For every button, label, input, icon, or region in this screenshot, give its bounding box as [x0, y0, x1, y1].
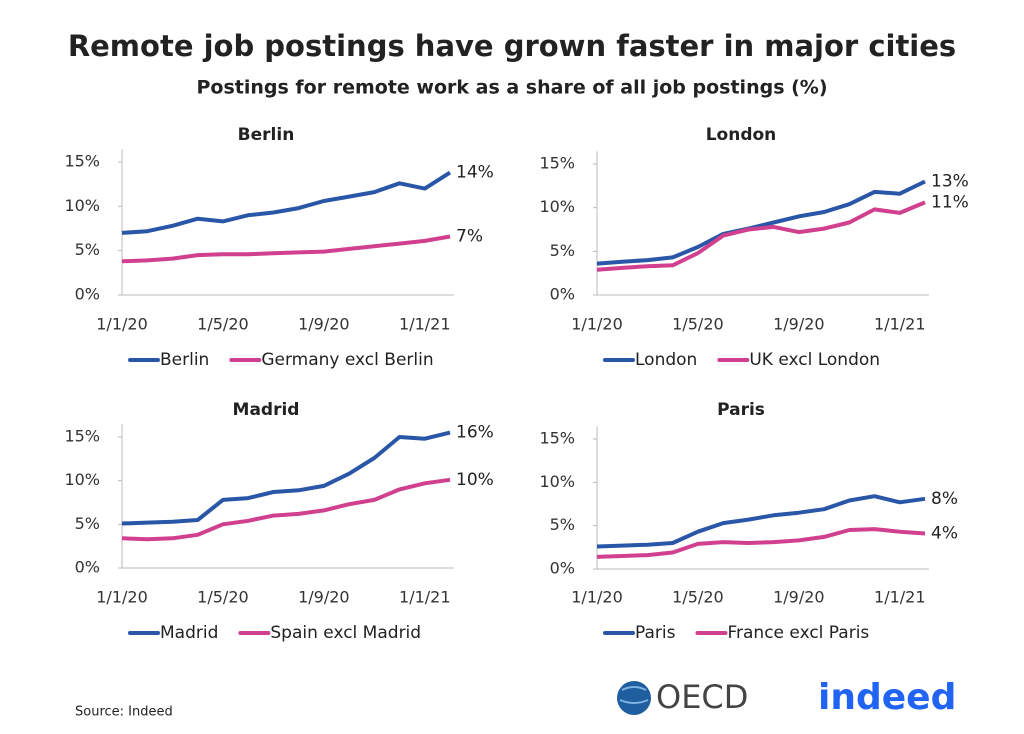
source-note: Source: Indeed [75, 705, 173, 720]
x-tick-label: 1/1/20 [571, 315, 623, 334]
panel-title: London [706, 125, 777, 145]
x-tick-label: 1/1/21 [874, 588, 926, 607]
page-subtitle: Postings for remote work as a share of a… [196, 77, 827, 99]
y-tick-label: 15% [539, 429, 575, 448]
x-tick-label: 1/5/20 [197, 315, 249, 334]
end-label: 14% [456, 163, 494, 183]
x-tick-label: 1/1/21 [874, 315, 926, 334]
x-tick-label: 1/1/21 [399, 588, 451, 607]
y-tick-label: 15% [539, 154, 575, 173]
legend-label: Paris [635, 623, 676, 643]
end-label: 16% [456, 423, 494, 443]
x-tick-label: 1/9/20 [298, 315, 350, 334]
series-line [121, 430, 451, 526]
x-tick-label: 1/5/20 [672, 588, 724, 607]
panel-title: Madrid [233, 400, 300, 420]
end-label: 13% [931, 171, 969, 191]
end-label: 10% [456, 470, 494, 490]
end-label: 7% [456, 226, 483, 246]
x-tick-label: 1/1/20 [96, 315, 148, 334]
y-tick-label: 5% [550, 515, 575, 534]
y-tick-label: 15% [64, 427, 100, 446]
legend-label: Spain excl Madrid [270, 623, 421, 643]
series-line [596, 200, 926, 272]
x-tick-label: 1/5/20 [197, 588, 249, 607]
y-tick-label: 10% [539, 197, 575, 216]
legend-label: London [635, 350, 697, 370]
x-tick-label: 1/1/21 [399, 315, 451, 334]
page-title: Remote job postings have grown faster in… [68, 29, 956, 63]
series-line [121, 234, 451, 264]
y-tick-label: 15% [64, 152, 100, 171]
panel-title: Berlin [238, 125, 295, 145]
legend-label: Madrid [160, 623, 218, 643]
legend-label: Germany excl Berlin [261, 350, 433, 370]
legend-label: Berlin [160, 350, 209, 370]
oecd-wordmark: OECD [656, 678, 748, 716]
legend-label: UK excl London [749, 350, 880, 370]
y-tick-label: 5% [75, 240, 100, 259]
y-tick-label: 0% [75, 558, 100, 577]
series-line [121, 477, 451, 542]
y-tick-label: 10% [539, 472, 575, 491]
y-tick-label: 5% [75, 514, 100, 533]
end-label: 8% [931, 489, 958, 509]
indeed-wordmark: indeed [818, 677, 956, 718]
y-tick-label: 0% [75, 285, 100, 304]
end-label: 11% [931, 192, 969, 212]
series-line [596, 494, 926, 549]
series-line [596, 527, 926, 559]
x-tick-label: 1/9/20 [773, 588, 825, 607]
y-tick-label: 10% [64, 196, 100, 215]
y-tick-label: 0% [550, 559, 575, 578]
x-tick-label: 1/1/20 [571, 588, 623, 607]
legend-label: France excl Paris [727, 623, 869, 643]
series-line [596, 179, 926, 266]
oecd-logo: OECD [617, 678, 748, 716]
panel-title: Paris [717, 400, 765, 420]
y-tick-label: 10% [64, 470, 100, 489]
y-tick-label: 0% [550, 285, 575, 304]
x-tick-label: 1/9/20 [298, 588, 350, 607]
x-tick-label: 1/5/20 [672, 315, 724, 334]
series-line [121, 170, 452, 235]
end-label: 4% [931, 523, 958, 543]
x-tick-label: 1/9/20 [773, 315, 825, 334]
y-tick-label: 5% [550, 241, 575, 260]
oecd-globe-lines [619, 686, 649, 704]
x-tick-label: 1/1/20 [96, 588, 148, 607]
